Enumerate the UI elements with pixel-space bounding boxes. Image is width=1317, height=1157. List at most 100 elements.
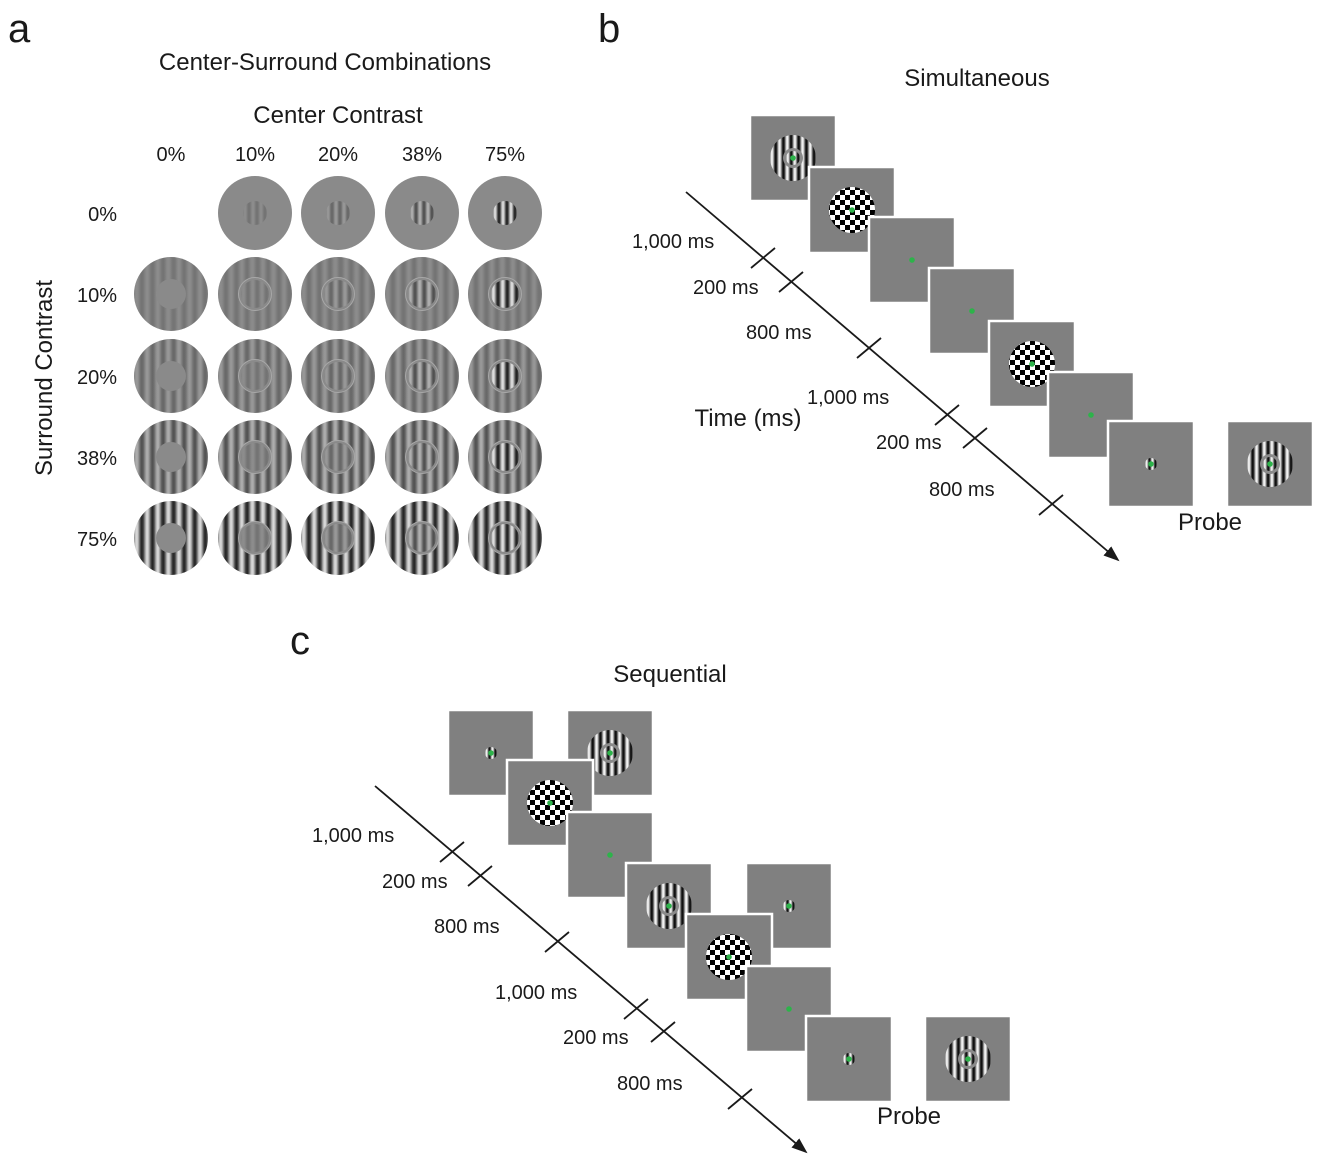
stimulus-frame xyxy=(987,319,1077,409)
stimulus-disk xyxy=(218,339,292,413)
duration-label: 200 ms xyxy=(382,871,448,893)
panel-c: c Sequential 1,000 ms 200 ms 800 ms 1,00… xyxy=(290,619,1013,1154)
center-grating xyxy=(408,443,436,471)
trial-frames xyxy=(748,113,1315,509)
blank-center xyxy=(156,523,186,553)
center-grating xyxy=(241,280,269,308)
center-grating xyxy=(408,280,436,308)
blank-center xyxy=(156,361,186,391)
fixation-dot xyxy=(1148,461,1154,467)
tick-mark xyxy=(934,404,960,426)
time-axis-arrow xyxy=(685,191,1120,562)
duration-label: 800 ms xyxy=(434,916,500,938)
center-level-label: 38% xyxy=(402,144,442,166)
panel-b: b Simultaneous Time (ms) 1,000 ms 200 ms… xyxy=(598,7,1315,562)
stimulus-disk xyxy=(218,176,292,250)
fixation-dot xyxy=(607,852,613,858)
surround-level-label: 10% xyxy=(77,285,117,307)
surround-level-label: 75% xyxy=(77,529,117,551)
fixation-dot xyxy=(488,750,494,756)
stimulus-disk xyxy=(468,339,542,413)
center-grating xyxy=(491,362,519,390)
stimulus-disk xyxy=(218,257,292,331)
panel-c-letter: c xyxy=(290,619,310,663)
stimulus-disk xyxy=(301,420,375,494)
center-grating xyxy=(243,201,267,225)
fixation-dot xyxy=(607,750,613,756)
panel-c-title: Sequential xyxy=(613,661,726,688)
center-grating xyxy=(241,443,269,471)
stimulus-disk xyxy=(134,339,208,413)
center-grating xyxy=(241,362,269,390)
stimulus-frame xyxy=(565,708,655,798)
stimulus-frame xyxy=(923,1014,1013,1104)
stimulus-disk xyxy=(385,420,459,494)
fixation-dot xyxy=(969,308,975,314)
center-level-label: 75% xyxy=(485,144,525,166)
surround-level-label: 0% xyxy=(88,204,117,226)
tick-mark xyxy=(1038,494,1064,516)
stimulus-frame xyxy=(624,861,714,951)
probe-label: Probe xyxy=(1178,509,1242,536)
blank-center xyxy=(156,279,186,309)
fixation-dot xyxy=(1029,361,1035,367)
fixation-dot xyxy=(786,1006,792,1012)
stimulus-disk xyxy=(134,420,208,494)
fixation-dot xyxy=(1267,461,1273,467)
duration-label: 200 ms xyxy=(693,277,759,299)
duration-label: 1,000 ms xyxy=(632,231,714,253)
fixation-dot xyxy=(666,903,672,909)
center-grating xyxy=(324,362,352,390)
stimulus-frame xyxy=(1225,419,1315,509)
stimulus-disk xyxy=(385,257,459,331)
duration-ticks xyxy=(750,247,1064,516)
tick-mark xyxy=(650,1021,676,1043)
stimulus-disk xyxy=(468,420,542,494)
time-axis-label: Time (ms) xyxy=(694,405,801,432)
duration-label: 1,000 ms xyxy=(807,387,889,409)
center-grating xyxy=(410,201,434,225)
surround-contrast-label: Surround Contrast xyxy=(31,280,58,476)
surround-level-label: 20% xyxy=(77,367,117,389)
stimulus-disk xyxy=(218,501,292,575)
stimulus-disk xyxy=(134,501,208,575)
fixation-dot xyxy=(849,207,855,213)
tick-mark xyxy=(439,841,465,863)
center-level-label: 0% xyxy=(157,144,186,166)
center-grating xyxy=(408,524,436,552)
fixation-dot xyxy=(786,903,792,909)
center-grating xyxy=(491,524,519,552)
center-grating xyxy=(324,524,352,552)
surround-level-label: 38% xyxy=(77,448,117,470)
duration-label: 800 ms xyxy=(929,479,995,501)
stimulus-disk xyxy=(468,176,542,250)
probe-label: Probe xyxy=(877,1103,941,1130)
duration-label: 1,000 ms xyxy=(495,982,577,1004)
stimulus-frame xyxy=(804,1014,894,1104)
duration-label: 800 ms xyxy=(617,1073,683,1095)
center-contrast-label: Center Contrast xyxy=(253,102,423,129)
center-grating xyxy=(491,443,519,471)
duration-ticks xyxy=(439,841,753,1110)
fixation-dot xyxy=(1088,412,1094,418)
fixation-dot xyxy=(965,1056,971,1062)
tick-mark xyxy=(544,931,570,953)
stimulus-disk xyxy=(218,420,292,494)
duration-label: 1,000 ms xyxy=(312,825,394,847)
tick-mark xyxy=(962,427,988,449)
fixation-dot xyxy=(909,257,915,263)
duration-label: 800 ms xyxy=(746,322,812,344)
stimulus-disk xyxy=(468,501,542,575)
frame-background xyxy=(1225,419,1315,509)
stimulus-frame xyxy=(505,758,595,848)
center-grating xyxy=(324,443,352,471)
fixation-dot xyxy=(790,155,796,161)
center-level-label: 20% xyxy=(318,144,358,166)
stimulus-disk xyxy=(301,257,375,331)
tick-mark xyxy=(467,865,493,887)
stimulus-frame xyxy=(1106,419,1196,509)
stimulus-disk xyxy=(385,339,459,413)
panel-b-title: Simultaneous xyxy=(904,65,1049,92)
panel-a-letter: a xyxy=(8,7,31,51)
